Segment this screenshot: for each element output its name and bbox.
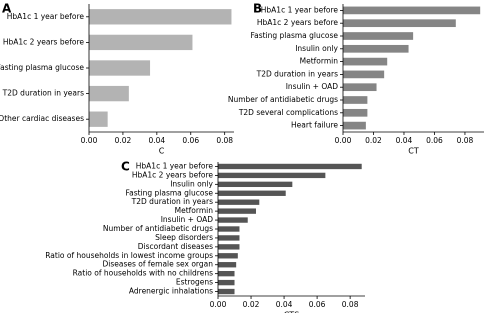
y-tick-label: T2D duration in years — [131, 197, 213, 206]
x-tick-label: 0.06 — [182, 136, 199, 145]
panel-label: A — [2, 2, 12, 16]
y-tick-label: HbA1c 1 year before — [136, 161, 214, 170]
y-tick-label: Adrenergic inhalations — [129, 287, 213, 296]
y-tick-label: Insulin only — [295, 44, 338, 53]
bar — [218, 279, 235, 286]
y-tick-label: Number of antidiabetic drugs — [103, 224, 213, 233]
x-tick-label: 0.00 — [81, 136, 98, 145]
panel-label: B — [253, 2, 262, 16]
bar — [343, 70, 385, 79]
bar — [218, 270, 235, 277]
bar — [218, 235, 240, 241]
bar — [218, 190, 286, 196]
y-tick-label: T2D duration in years — [2, 89, 84, 98]
bar — [89, 9, 232, 25]
bar — [218, 288, 235, 295]
bar — [218, 217, 248, 223]
y-tick-label: Insulin + OAD — [286, 82, 339, 91]
panel-label: C — [121, 160, 130, 174]
bar — [343, 121, 366, 130]
x-tick-label: 0.00 — [210, 300, 227, 309]
x-tick-label: 0.06 — [309, 300, 326, 309]
bar — [218, 262, 237, 268]
y-tick-label: HbA1c 2 years before — [3, 37, 85, 46]
x-axis-label: C — [159, 147, 165, 156]
x-tick-label: 0.08 — [342, 300, 359, 309]
y-tick-label: Other cardiac diseases — [0, 114, 84, 123]
bar — [89, 111, 108, 127]
x-tick-label: 0.08 — [457, 136, 474, 145]
bar — [218, 226, 240, 232]
y-tick-label: Fasting plasma glucose — [125, 188, 213, 197]
x-tick-label: 0.04 — [396, 136, 413, 145]
bar — [218, 181, 293, 188]
y-tick-label: Discordant diseases — [138, 242, 213, 251]
y-tick-label: HbA1c 1 year before — [7, 12, 85, 21]
y-tick-label: Metformin — [300, 57, 339, 66]
bar — [343, 96, 368, 104]
y-tick-label: Diseases of female sex organ — [102, 260, 213, 269]
x-tick-label: 0.06 — [426, 136, 443, 145]
y-tick-label: Sleep disorders — [155, 233, 213, 242]
y-tick-label: HbA1c 2 years before — [132, 170, 214, 179]
bar — [343, 19, 456, 28]
y-tick-label: Metformin — [175, 206, 214, 215]
x-tick-label: 0.04 — [148, 136, 165, 145]
x-tick-label: 0.08 — [216, 136, 233, 145]
bar — [218, 163, 362, 170]
y-tick-label: Fasting plasma glucose — [250, 31, 338, 40]
bar — [343, 32, 414, 40]
y-tick-label: Fasting plasma glucose — [0, 63, 84, 72]
bar — [343, 44, 409, 53]
x-axis-label: CTS — [284, 311, 300, 313]
bar — [343, 83, 377, 92]
x-tick-label: 0.02 — [115, 136, 132, 145]
x-tick-label: 0.04 — [276, 300, 293, 309]
bar — [218, 253, 238, 259]
y-tick-label: Insulin + OAD — [161, 215, 214, 224]
bar — [89, 34, 193, 51]
y-tick-label: Ratio of households with no childrens — [73, 269, 213, 278]
bar — [343, 57, 388, 66]
y-tick-label: Ratio of households in lowest income gro… — [45, 251, 213, 260]
y-tick-label: Insulin only — [170, 179, 213, 188]
y-tick-label: T2D duration in years — [256, 69, 338, 78]
y-tick-label: HbA1c 2 years before — [257, 18, 339, 27]
bar — [218, 208, 256, 214]
bar — [89, 60, 151, 76]
x-axis-label: CT — [408, 147, 419, 156]
x-tick-label: 0.02 — [365, 136, 382, 145]
y-tick-label: T2D several complications — [238, 108, 338, 117]
bar — [89, 85, 129, 102]
x-tick-label: 0.02 — [243, 300, 260, 309]
y-tick-label: Estrogens — [176, 278, 213, 287]
x-tick-label: 0.00 — [335, 136, 352, 145]
y-tick-label: Heart failure — [291, 121, 338, 130]
bar — [343, 108, 368, 117]
bar — [218, 244, 240, 250]
y-tick-label: HbA1c 1 year before — [261, 5, 339, 14]
bar — [218, 199, 260, 205]
bar — [218, 172, 326, 179]
bar — [343, 6, 481, 15]
y-tick-label: Number of antidiabetic drugs — [228, 95, 338, 104]
